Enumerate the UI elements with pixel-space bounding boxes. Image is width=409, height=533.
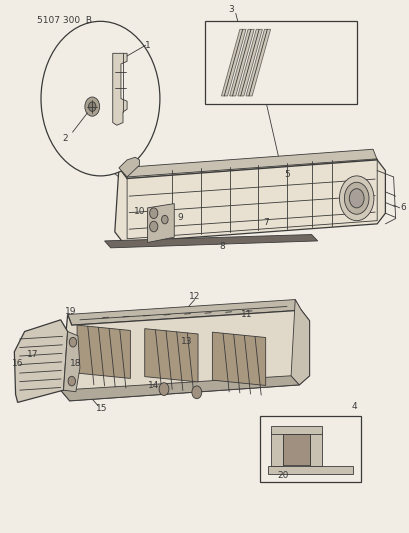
Bar [260, 416, 360, 482]
Polygon shape [147, 204, 174, 243]
Text: 18: 18 [70, 359, 81, 368]
Text: 9: 9 [177, 213, 183, 222]
Circle shape [159, 383, 169, 395]
Circle shape [149, 208, 157, 219]
Polygon shape [104, 235, 317, 248]
Circle shape [339, 176, 373, 221]
Text: 5107 300  B: 5107 300 B [37, 16, 92, 25]
Text: 6: 6 [400, 204, 405, 212]
Text: 10: 10 [133, 207, 145, 215]
Polygon shape [270, 426, 321, 434]
Circle shape [161, 215, 168, 224]
Polygon shape [221, 29, 245, 96]
Circle shape [88, 102, 96, 111]
Text: 1: 1 [144, 41, 150, 50]
Circle shape [348, 189, 363, 208]
Circle shape [85, 97, 99, 116]
Text: 3: 3 [228, 5, 234, 14]
Text: 17: 17 [27, 350, 38, 359]
Text: 2: 2 [63, 134, 68, 143]
Polygon shape [237, 29, 262, 96]
Text: 4: 4 [351, 402, 357, 410]
Circle shape [41, 21, 160, 176]
Polygon shape [61, 310, 309, 401]
Polygon shape [270, 432, 282, 466]
Polygon shape [212, 332, 265, 385]
Text: 5: 5 [283, 171, 289, 179]
Polygon shape [282, 434, 309, 465]
Text: 7: 7 [262, 219, 268, 227]
Polygon shape [245, 29, 270, 96]
Polygon shape [144, 329, 198, 382]
Polygon shape [63, 332, 80, 392]
Polygon shape [61, 376, 299, 401]
Circle shape [344, 182, 368, 214]
Text: 11: 11 [240, 310, 252, 319]
Polygon shape [115, 160, 384, 243]
Polygon shape [67, 300, 301, 325]
Polygon shape [229, 29, 254, 96]
Circle shape [191, 386, 201, 399]
Polygon shape [112, 53, 127, 125]
Circle shape [69, 337, 76, 347]
Polygon shape [267, 466, 353, 474]
Polygon shape [77, 325, 130, 378]
Circle shape [68, 376, 75, 386]
Text: 13: 13 [180, 337, 192, 345]
Polygon shape [290, 300, 309, 385]
Bar [204, 21, 356, 104]
Polygon shape [14, 320, 67, 402]
Text: 16: 16 [11, 359, 23, 368]
Text: 15: 15 [96, 404, 107, 413]
Polygon shape [119, 157, 139, 177]
Text: 14: 14 [147, 382, 159, 390]
Text: 19: 19 [65, 307, 76, 316]
Circle shape [149, 221, 157, 232]
Text: 12: 12 [189, 293, 200, 301]
Polygon shape [119, 149, 376, 179]
Text: 20: 20 [276, 472, 288, 480]
Polygon shape [309, 432, 321, 466]
Text: 8: 8 [219, 242, 225, 251]
